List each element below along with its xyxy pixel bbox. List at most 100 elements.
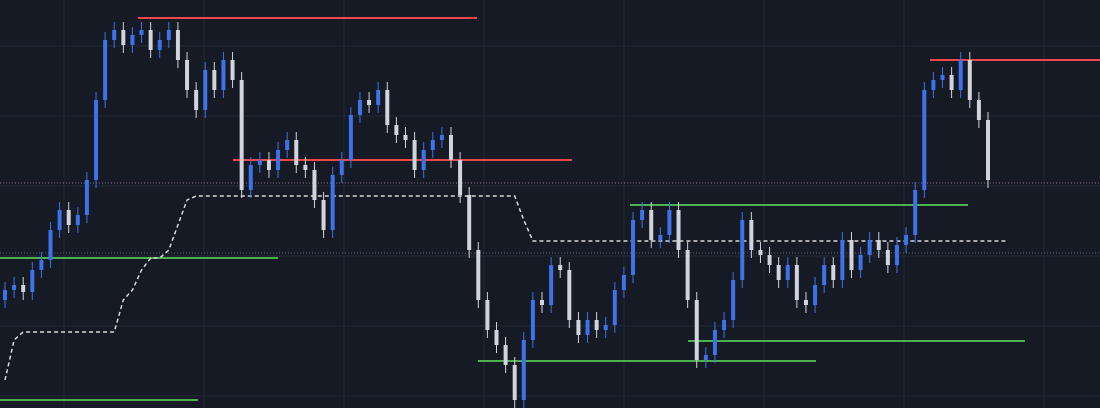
candle-body bbox=[348, 115, 353, 160]
candle-body bbox=[849, 240, 854, 270]
candle-body bbox=[3, 290, 7, 300]
candle-body bbox=[157, 40, 162, 50]
candle-body bbox=[840, 240, 845, 280]
candle-body bbox=[986, 120, 990, 180]
candle-body bbox=[703, 355, 708, 360]
candle-body bbox=[913, 190, 918, 235]
candle-body bbox=[257, 160, 262, 165]
candle-body bbox=[166, 30, 171, 40]
candle-body bbox=[867, 240, 872, 255]
candle-body bbox=[48, 230, 53, 260]
candle-body bbox=[66, 210, 71, 225]
candle-body bbox=[776, 265, 781, 280]
candle-body bbox=[712, 330, 717, 355]
candle-body bbox=[931, 80, 936, 90]
candle-body bbox=[266, 160, 271, 170]
candle-body bbox=[39, 260, 44, 270]
candle-body bbox=[567, 270, 572, 320]
candle-body bbox=[230, 60, 235, 80]
candle-body bbox=[276, 150, 281, 170]
candle-body bbox=[740, 220, 745, 280]
candle-body bbox=[476, 250, 481, 300]
candle-body bbox=[194, 90, 199, 110]
candle-body bbox=[694, 300, 699, 360]
candle-body bbox=[949, 75, 954, 90]
candle-body bbox=[485, 300, 490, 330]
candle-body bbox=[576, 320, 581, 335]
candle-body bbox=[285, 140, 290, 150]
candle-body bbox=[976, 100, 981, 120]
candle-body bbox=[130, 35, 135, 45]
candle-body bbox=[558, 265, 563, 270]
candle-body bbox=[294, 140, 299, 165]
candle-body bbox=[57, 210, 62, 230]
candle-body bbox=[248, 165, 253, 190]
candle-body bbox=[303, 165, 308, 170]
candle-body bbox=[658, 235, 663, 240]
candle-body bbox=[667, 210, 672, 235]
candle-body bbox=[421, 150, 426, 170]
candle-body bbox=[185, 60, 190, 90]
candle-body bbox=[430, 140, 435, 150]
candle-body bbox=[203, 70, 208, 110]
candle-body bbox=[649, 210, 654, 240]
candle-body bbox=[339, 160, 344, 175]
candle-body bbox=[30, 270, 35, 292]
candle-body bbox=[621, 275, 626, 290]
candle-body bbox=[521, 340, 526, 400]
candle-body bbox=[121, 30, 126, 45]
candle-body bbox=[494, 330, 499, 345]
candle-body bbox=[357, 100, 362, 115]
candle-body bbox=[367, 100, 372, 105]
candle-body bbox=[458, 160, 463, 195]
candle-body bbox=[749, 220, 754, 250]
candle-body bbox=[794, 265, 799, 300]
candle-body bbox=[403, 135, 408, 140]
candle-body bbox=[385, 90, 390, 125]
candle-body bbox=[330, 175, 335, 230]
candle-body bbox=[631, 220, 636, 275]
candle-body bbox=[467, 195, 472, 250]
candle-body bbox=[958, 60, 963, 90]
candle-body bbox=[21, 285, 26, 292]
candle-body bbox=[221, 60, 226, 90]
candle-body bbox=[394, 125, 399, 135]
candle-body bbox=[822, 265, 827, 285]
candle-body bbox=[685, 250, 690, 300]
candle-body bbox=[549, 265, 554, 305]
candle-body bbox=[585, 320, 590, 335]
candle-body bbox=[922, 90, 927, 190]
candle-body bbox=[321, 200, 326, 230]
candle-body bbox=[731, 280, 736, 320]
candle-body bbox=[967, 60, 972, 100]
candle-body bbox=[858, 255, 863, 270]
candle-body bbox=[175, 30, 180, 60]
candle-body bbox=[530, 300, 535, 340]
candle-body bbox=[676, 210, 681, 250]
candle-body bbox=[148, 30, 153, 50]
candle-body bbox=[758, 250, 763, 255]
candle-body bbox=[803, 300, 808, 305]
candle-body bbox=[894, 245, 899, 265]
candle-body bbox=[12, 285, 17, 290]
candle-body bbox=[612, 290, 617, 325]
candle-body bbox=[813, 285, 818, 305]
candle-body bbox=[212, 70, 217, 90]
candle-body bbox=[312, 170, 317, 200]
candle-body bbox=[448, 135, 453, 160]
candle-body bbox=[904, 235, 909, 245]
candle-body bbox=[112, 30, 117, 40]
candle-body bbox=[540, 300, 545, 305]
candle-body bbox=[376, 90, 381, 105]
candle-body bbox=[139, 30, 144, 35]
candle-body bbox=[439, 135, 444, 140]
candle-body bbox=[640, 210, 645, 220]
candle-body bbox=[103, 40, 108, 100]
candle-body bbox=[785, 265, 790, 280]
candle-body bbox=[75, 215, 80, 225]
candle-body bbox=[722, 320, 727, 330]
candle-body bbox=[940, 75, 945, 80]
candle-body bbox=[876, 240, 881, 250]
